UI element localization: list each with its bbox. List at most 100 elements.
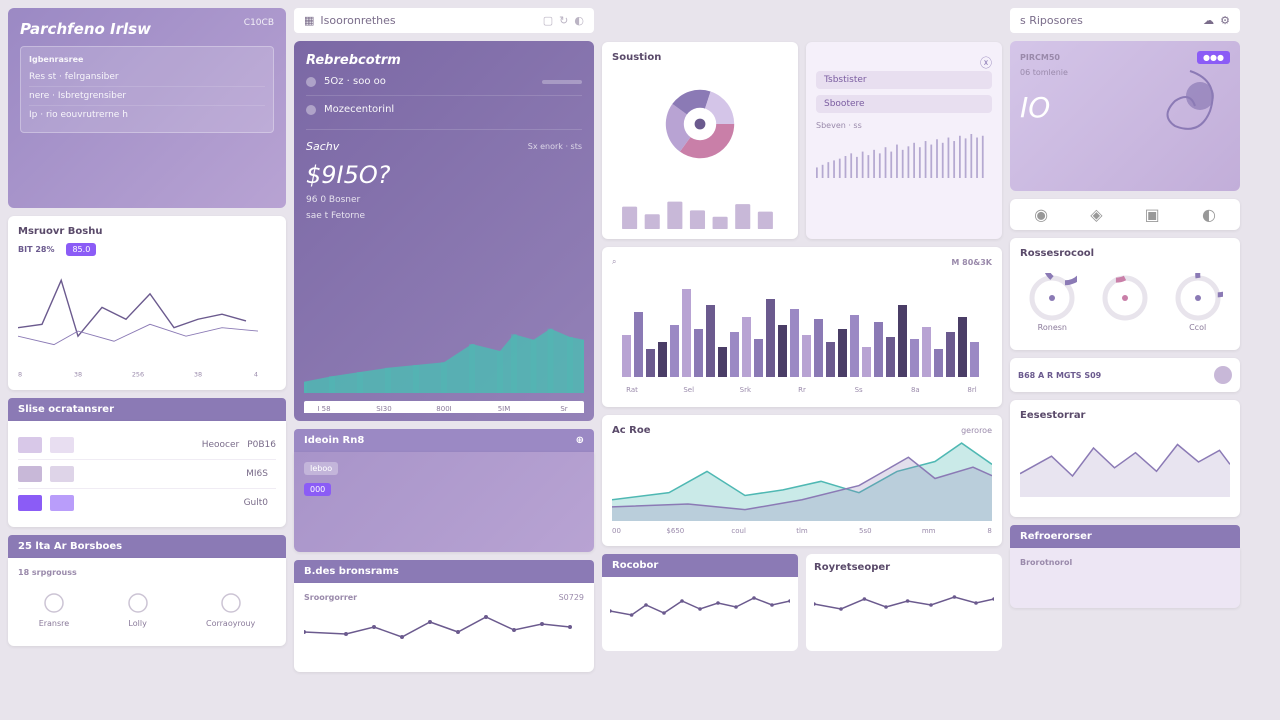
svg-text:8rl: 8rl: [967, 386, 976, 394]
svg-text:38: 38: [194, 370, 202, 378]
card-title: Eesestorrar: [1020, 410, 1230, 421]
gauge: Ronesn: [1027, 273, 1077, 332]
section-header: B.des bronsrams: [294, 560, 594, 583]
close-icon[interactable]: ⓧ: [980, 56, 992, 70]
area-card: Eesestorrar: [1010, 400, 1240, 517]
card-title: Rossesrocool: [1020, 248, 1230, 259]
bar-chart: RatSelSrkRrSs8a8rl: [612, 267, 992, 397]
hero-title: PIRCM50: [1020, 53, 1060, 62]
category-icon[interactable]: Corraoyrouy: [206, 591, 255, 628]
nav-icon[interactable]: ◉: [1034, 205, 1048, 224]
hero-box: Igbenrasree Res st · felrgansiber nere ·…: [20, 46, 274, 133]
list-item[interactable]: Gult0: [18, 489, 276, 517]
footer-chart-right: Royretseoper: [806, 554, 1002, 651]
hero-line: Ip · rio eouvrutrerne h: [29, 106, 265, 124]
sparkline: [610, 583, 790, 643]
section-header: 25 lta Ar Borsboes: [8, 535, 286, 558]
hero-box-title: Igbenrasree: [29, 55, 265, 64]
svg-text:8a: 8a: [911, 386, 920, 394]
area-chart-card: Ac Roegeroroe $600$650coultlm5s0mm8rl: [602, 415, 1002, 546]
pie-card: Soustion: [602, 42, 798, 239]
mid-section: Ideoin Rn8⊕ Ieboo 000: [294, 429, 594, 552]
nav-icon[interactable]: ◐: [1202, 205, 1216, 224]
hero-title: Parchfeno Irlsw: [20, 20, 274, 38]
mini-bars: [612, 179, 788, 229]
hero-line: nere · Isbretgrensiber: [29, 87, 265, 106]
gauge-card: Rossesrocool RonesnCcol: [1010, 238, 1240, 350]
pie-chart: [655, 79, 745, 169]
sparkline: [814, 579, 994, 639]
sub-metric: 96 0 Bosner: [306, 195, 582, 205]
area-chart: I 58 SI30 800I 5IM Sr: [304, 323, 584, 413]
svg-text:38: 38: [74, 370, 82, 378]
list-item[interactable]: MI6S: [18, 460, 276, 489]
avatar[interactable]: [1214, 366, 1232, 384]
refresh-icon[interactable]: ↻: [559, 14, 568, 27]
metric: BIT 28%: [18, 245, 54, 254]
footer-chart-card: SroorgorrerS0729: [294, 583, 594, 672]
gear-icon[interactable]: ⚙: [1220, 14, 1230, 27]
metric: M 80&3K: [951, 258, 992, 267]
list-item[interactable]: HeoocerP0B16: [18, 431, 276, 460]
grid-icon: ▦: [304, 14, 314, 27]
list-card: HeoocerP0B16MI6SGult0: [8, 421, 286, 527]
stat-row: Mozecentorinl: [306, 95, 582, 123]
icon-row-card: ◉ ◈ ▣ ◐: [1010, 199, 1240, 230]
svg-text:5s0: 5s0: [859, 527, 872, 535]
svg-text:Ss: Ss: [855, 386, 863, 394]
footer-card: Brorotnorol: [1010, 548, 1240, 608]
footer-title: Brorotnorol: [1020, 558, 1230, 567]
category-section: Slise ocratansrer HeoocerP0B16MI6SGult0: [8, 398, 286, 527]
topbar-title: s Riposores: [1020, 14, 1083, 27]
svg-text:$600: $600: [612, 527, 621, 535]
tag[interactable]: 000: [304, 483, 331, 496]
svg-text:mm: mm: [922, 527, 936, 535]
tag[interactable]: Ieboo: [304, 462, 338, 475]
stats-section-title: Sachv: [306, 140, 339, 153]
tag[interactable]: Sbootere: [816, 95, 992, 113]
topbar: ▦ Isooronrethes ▢ ↻ ◐: [294, 8, 594, 33]
tag[interactable]: Tsbstister: [816, 71, 992, 89]
footer-section: B.des bronsrams SroorgorrerS0729: [294, 560, 594, 672]
svg-text:5IM: 5IM: [498, 405, 511, 413]
hero-panel: Parchfeno Irlsw C10CB Igbenrasree Res st…: [8, 8, 286, 208]
svg-text:256: 256: [132, 370, 144, 378]
cloud-icon[interactable]: ☁: [1203, 14, 1214, 27]
sub-metric: sae t Fetorne: [306, 211, 582, 221]
nav-icon[interactable]: ◈: [1090, 205, 1102, 224]
hero-title: Rebrebcotrm: [306, 53, 582, 68]
card-title: Rocobor: [602, 554, 798, 577]
card-title: Ac Roe: [612, 425, 651, 436]
svg-text:800I: 800I: [436, 405, 451, 413]
area-chart: $600$650coultlm5s0mm8rl: [612, 436, 992, 536]
window-icon[interactable]: ▢: [543, 14, 553, 27]
svg-text:SI30: SI30: [376, 405, 391, 413]
hero-card: PIRCM50●●● 06 tomlenie IO: [1010, 41, 1240, 191]
line-chart-card: Msruovr Boshu BIT 28% 85.0 08 38 256 38 45: [8, 216, 286, 390]
bar-chart-card: ⌕M 80&3K RatSelSrkRrSs8a8rl: [602, 247, 1002, 407]
svg-text:coul: coul: [731, 527, 746, 535]
line-chart: 08 38 256 38 45: [18, 260, 258, 380]
footer-section: Refroerorser Brorotnorol: [1010, 525, 1240, 608]
card-title: Msruovr Boshu: [18, 226, 276, 237]
svg-text:8rl: 8rl: [987, 527, 992, 535]
card-title: Soustion: [612, 52, 788, 63]
category-icon[interactable]: Lolly: [123, 591, 153, 628]
svg-text:08: 08: [18, 370, 22, 378]
big-metric: $9I5O?: [306, 161, 582, 189]
category-icon[interactable]: Eransre: [39, 591, 70, 628]
area-chart: [1020, 427, 1230, 507]
mid-card: Ieboo 000: [294, 452, 594, 552]
svg-text:I 58: I 58: [317, 405, 330, 413]
sparkline: [304, 602, 584, 662]
user-icon[interactable]: ◐: [574, 14, 584, 27]
svg-text:45: 45: [254, 370, 258, 378]
nav-icon[interactable]: ▣: [1145, 205, 1160, 224]
swirl-icon: [1150, 61, 1230, 151]
stats-hero: Rebrebcotrm 5Oz · soo oo Mozecentorinl S…: [294, 41, 594, 421]
card-title: Royretseoper: [814, 562, 994, 573]
metric-badge: 85.0: [66, 243, 96, 256]
svg-text:Sr: Sr: [560, 405, 567, 413]
hero-line: Res st · felrgansiber: [29, 68, 265, 87]
metric-title: B68 A R MGTS S09: [1018, 371, 1101, 380]
